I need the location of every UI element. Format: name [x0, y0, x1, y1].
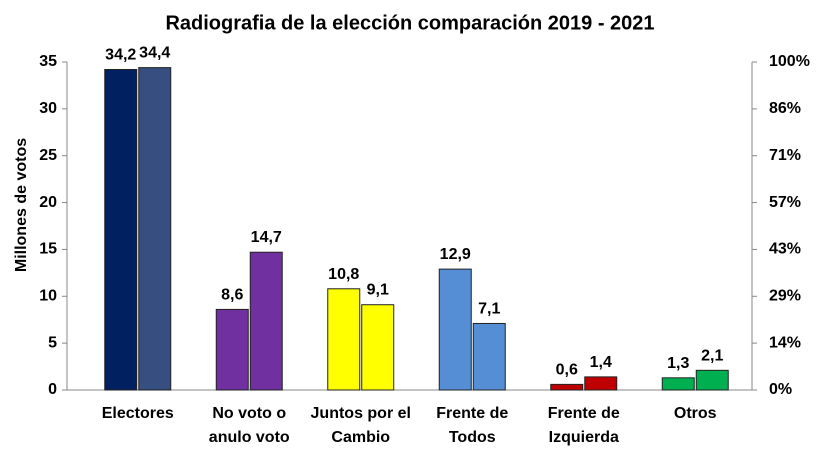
bar — [695, 369, 729, 391]
y2-tick-label: 100% — [769, 53, 810, 70]
value-label: 1,3 — [667, 355, 689, 372]
value-label: 14,7 — [251, 229, 282, 246]
value-label: 9,1 — [367, 282, 389, 299]
y-tick-label: 5 — [48, 334, 57, 351]
bar — [104, 68, 138, 391]
x-tick-label: Todos — [449, 429, 496, 446]
y-tick-label: 0 — [48, 381, 57, 398]
bar — [138, 67, 172, 391]
bar — [438, 268, 472, 391]
bar — [584, 376, 618, 391]
bar — [550, 383, 584, 391]
bar — [327, 288, 361, 391]
y-tick-label: 30 — [39, 100, 57, 117]
x-tick-label: Otros — [674, 405, 717, 422]
x-tick-label: No voto o — [212, 405, 286, 422]
bar — [249, 251, 283, 391]
x-tick-label: Frente de — [548, 405, 620, 422]
y2-tick-label: 43% — [769, 241, 801, 258]
value-label: 0,6 — [556, 361, 578, 378]
value-label: 10,8 — [328, 266, 359, 283]
value-label: 8,6 — [221, 286, 243, 303]
x-tick-label: Electores — [102, 405, 174, 422]
y2-tick-label: 0% — [769, 381, 792, 398]
bar — [472, 322, 506, 391]
x-tick-label: anulo voto — [209, 429, 290, 446]
value-label: 12,9 — [440, 246, 471, 263]
y2-tick-label: 57% — [769, 194, 801, 211]
y2-tick-label: 71% — [769, 147, 801, 164]
x-tick-label: Frente de — [436, 405, 508, 422]
y-tick-label: 10 — [39, 288, 57, 305]
y-tick-label: 15 — [39, 241, 57, 258]
value-label: 7,1 — [478, 300, 500, 317]
y2-tick-label: 14% — [769, 334, 801, 351]
value-label: 34,2 — [105, 46, 136, 63]
y-tick-label: 20 — [39, 194, 57, 211]
x-tick-label: Izquierda — [549, 429, 619, 446]
y-axis-title: Millones de votos — [13, 138, 30, 272]
x-tick-label: Cambio — [331, 429, 390, 446]
y-tick-label: 25 — [39, 147, 57, 164]
bar — [661, 377, 695, 391]
y2-tick-label: 29% — [769, 288, 801, 305]
bar — [361, 304, 395, 391]
x-tick-label: Juntos por el — [311, 405, 411, 422]
value-label: 2,1 — [701, 347, 723, 364]
y2-tick-label: 86% — [769, 100, 801, 117]
y-tick-label: 35 — [39, 53, 57, 70]
chart-title: Radiografia de la elección comparación 2… — [165, 12, 654, 34]
value-label: 34,4 — [139, 45, 170, 62]
bar — [215, 308, 249, 391]
value-label: 1,4 — [590, 354, 612, 371]
